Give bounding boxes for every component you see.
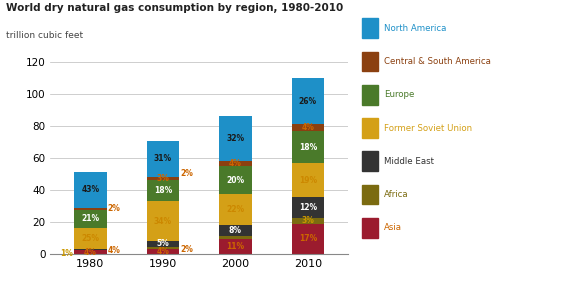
Bar [219, 161, 252, 166]
Text: World dry natural gas consumption by region, 1980-2010: World dry natural gas consumption by reg… [6, 3, 343, 13]
Bar [146, 201, 179, 241]
Text: 3%: 3% [301, 217, 314, 226]
Text: 32%: 32% [226, 134, 245, 143]
Bar [146, 141, 179, 177]
Text: 12%: 12% [299, 203, 317, 212]
Text: 20%: 20% [226, 176, 245, 185]
Text: Asia: Asia [384, 223, 402, 232]
Bar [292, 218, 324, 224]
Bar [292, 78, 324, 124]
Text: 1%: 1% [60, 248, 73, 257]
Text: 2%: 2% [181, 169, 193, 179]
Bar [292, 224, 324, 254]
Text: North America: North America [384, 24, 447, 33]
Bar [219, 236, 252, 239]
Text: 2%: 2% [108, 204, 121, 213]
Text: 17%: 17% [299, 234, 317, 243]
Bar [146, 180, 179, 201]
Text: 4%: 4% [229, 159, 242, 168]
Text: 4%: 4% [108, 246, 121, 255]
Bar [146, 247, 179, 249]
Text: Middle East: Middle East [384, 157, 434, 166]
Bar [74, 249, 107, 250]
Text: 3%: 3% [157, 174, 169, 183]
Text: 18%: 18% [154, 186, 172, 195]
Bar [74, 172, 107, 208]
Text: Former Soviet Union: Former Soviet Union [384, 124, 472, 133]
Text: trillion cubic feet: trillion cubic feet [6, 31, 82, 40]
Bar [292, 131, 324, 163]
Text: 11%: 11% [226, 242, 245, 251]
Text: Europe: Europe [384, 90, 415, 99]
Bar [146, 177, 179, 180]
Bar [219, 224, 252, 236]
Text: 34%: 34% [154, 217, 172, 226]
Text: 21%: 21% [81, 214, 99, 223]
Bar [219, 116, 252, 161]
Text: 22%: 22% [226, 205, 245, 214]
Text: 4%: 4% [301, 123, 314, 132]
Text: Central & South America: Central & South America [384, 57, 491, 66]
Bar [292, 163, 324, 197]
Text: 19%: 19% [299, 176, 317, 185]
Bar [74, 208, 107, 210]
Bar [74, 228, 107, 249]
Bar [74, 210, 107, 228]
Text: 18%: 18% [299, 143, 317, 152]
Bar [146, 249, 179, 254]
Text: 25%: 25% [81, 233, 99, 243]
Bar [219, 239, 252, 254]
Text: Africa: Africa [384, 190, 409, 199]
Text: 26%: 26% [299, 97, 317, 106]
Text: 8%: 8% [229, 226, 242, 235]
Text: 5%: 5% [157, 239, 169, 248]
Bar [292, 124, 324, 131]
Bar [219, 194, 252, 224]
Text: 4%: 4% [157, 247, 169, 256]
Text: 4%: 4% [84, 248, 97, 257]
Text: 31%: 31% [154, 154, 172, 163]
Text: 2%: 2% [181, 244, 193, 254]
Bar [219, 166, 252, 194]
Bar [146, 241, 179, 247]
Bar [74, 250, 107, 254]
Text: 43%: 43% [81, 185, 99, 194]
Bar [292, 197, 324, 218]
